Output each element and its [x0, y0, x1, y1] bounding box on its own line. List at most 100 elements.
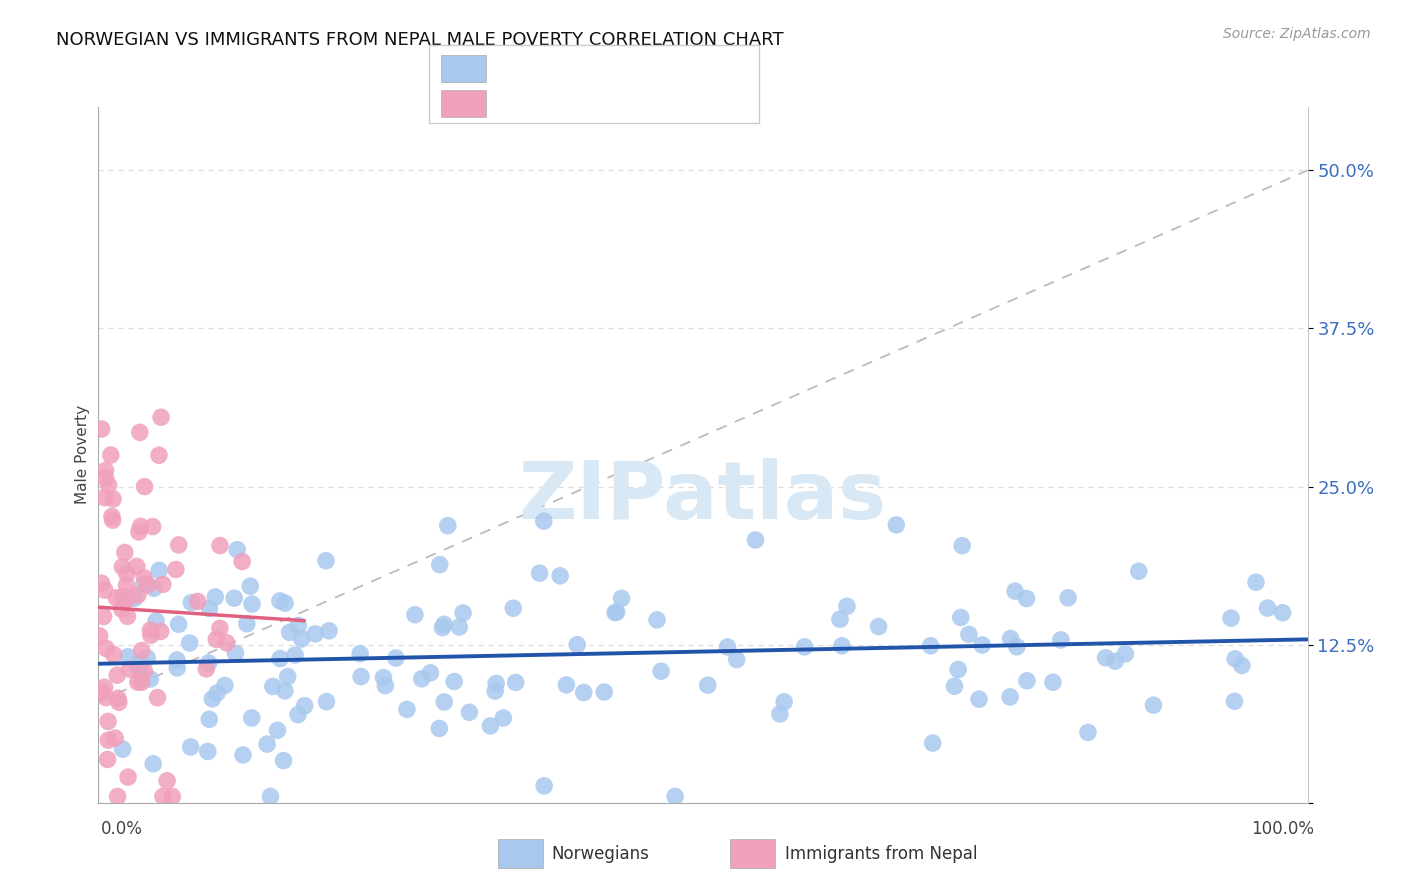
Point — [231, 555, 253, 569]
Point — [1050, 632, 1073, 647]
Point — [224, 646, 246, 660]
Point — [197, 744, 219, 758]
Point — [972, 638, 994, 652]
Point — [118, 662, 141, 676]
Point — [278, 625, 301, 640]
Point — [259, 789, 281, 804]
Point — [142, 756, 165, 771]
Point — [291, 632, 314, 646]
Text: Immigrants from Nepal: Immigrants from Nepal — [785, 845, 977, 863]
Point — [198, 601, 221, 615]
Point — [432, 621, 454, 635]
Point — [603, 606, 626, 620]
Point — [287, 707, 309, 722]
Point — [167, 538, 190, 552]
Point — [1114, 647, 1136, 661]
Point — [485, 676, 508, 690]
Point — [97, 478, 120, 492]
Point — [236, 616, 259, 631]
Point — [1104, 654, 1126, 668]
Point — [94, 690, 117, 705]
Point — [125, 658, 148, 673]
Point — [139, 623, 162, 637]
Point — [419, 665, 441, 680]
Point — [205, 686, 228, 700]
Point — [142, 519, 165, 533]
Point — [152, 789, 174, 804]
Point — [256, 737, 278, 751]
Point — [195, 662, 218, 676]
Point — [125, 559, 148, 574]
Point — [127, 675, 149, 690]
Text: Source: ZipAtlas.com: Source: ZipAtlas.com — [1223, 27, 1371, 41]
Point — [97, 752, 120, 766]
Point — [269, 651, 291, 665]
Point — [1015, 673, 1038, 688]
Point — [224, 591, 246, 606]
Point — [115, 566, 138, 581]
Point — [232, 747, 254, 762]
Point — [304, 627, 326, 641]
Point — [429, 558, 451, 572]
Point — [443, 674, 465, 689]
Point — [240, 711, 263, 725]
Point — [111, 602, 134, 616]
Point — [94, 583, 117, 598]
Point — [593, 685, 616, 699]
Point — [156, 773, 179, 788]
Point — [950, 539, 973, 553]
Point — [111, 590, 134, 604]
Point — [373, 671, 395, 685]
Point — [274, 596, 297, 610]
Point — [1015, 591, 1038, 606]
Point — [315, 554, 337, 568]
Text: 100.0%: 100.0% — [1251, 820, 1315, 838]
Point — [436, 518, 458, 533]
Point — [828, 612, 851, 626]
Point — [142, 581, 165, 595]
Point — [166, 661, 188, 675]
Point — [90, 422, 112, 436]
Point — [165, 562, 187, 576]
Point — [884, 517, 907, 532]
Point — [287, 618, 309, 632]
Point — [180, 739, 202, 754]
Point — [957, 627, 980, 641]
Point — [226, 542, 249, 557]
Point — [198, 712, 221, 726]
Point — [1000, 632, 1022, 646]
Point — [266, 723, 288, 738]
Point — [101, 513, 124, 527]
Point — [115, 578, 138, 592]
Point — [107, 691, 129, 706]
Point — [1094, 650, 1116, 665]
Point — [831, 639, 853, 653]
Point — [131, 643, 153, 657]
Point — [1256, 601, 1278, 615]
Point — [572, 685, 595, 699]
Point — [131, 675, 153, 690]
Point — [136, 651, 159, 665]
Point — [115, 593, 138, 607]
Point — [94, 463, 117, 477]
Point — [208, 539, 231, 553]
Point — [744, 533, 766, 547]
Point — [548, 569, 571, 583]
Point — [458, 706, 481, 720]
Point — [269, 594, 291, 608]
Point — [128, 425, 150, 440]
Point — [696, 678, 718, 692]
Point — [96, 641, 118, 656]
Point — [107, 789, 129, 804]
Point — [93, 491, 115, 505]
Point — [793, 640, 815, 654]
Point — [146, 690, 169, 705]
Point — [773, 695, 796, 709]
Point — [127, 588, 149, 602]
Point — [433, 617, 456, 632]
Point — [921, 736, 943, 750]
Point — [433, 695, 456, 709]
Point — [479, 719, 502, 733]
Point — [101, 491, 124, 506]
Point — [374, 679, 396, 693]
